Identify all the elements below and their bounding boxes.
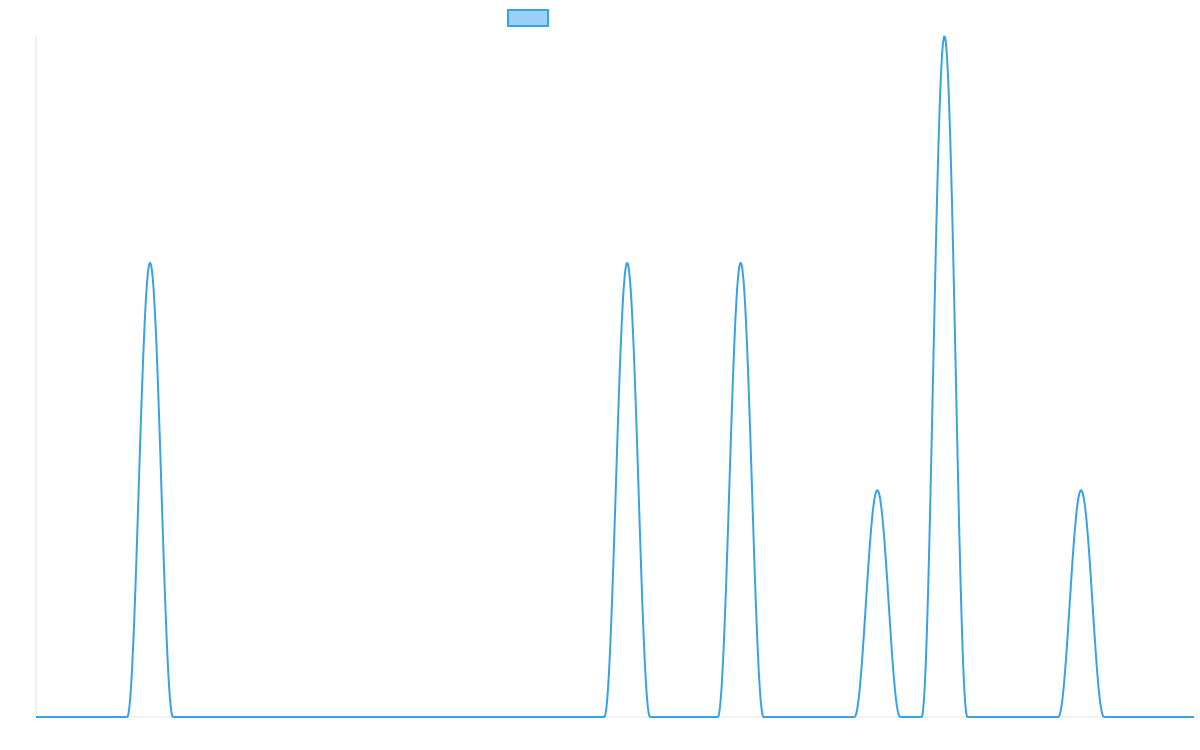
peak-point-3[interactable] — [873, 486, 881, 494]
peak-point-4[interactable] — [940, 32, 948, 40]
peak-point-5[interactable] — [1077, 486, 1085, 494]
series-line-0 — [35, 35, 1195, 718]
legend-swatch[interactable] — [507, 9, 549, 27]
peak-point-2[interactable] — [737, 259, 745, 267]
peak-point-1[interactable] — [623, 259, 631, 267]
legend[interactable] — [507, 9, 549, 27]
series-layer — [35, 32, 1195, 718]
peak-point-0[interactable] — [146, 259, 154, 267]
